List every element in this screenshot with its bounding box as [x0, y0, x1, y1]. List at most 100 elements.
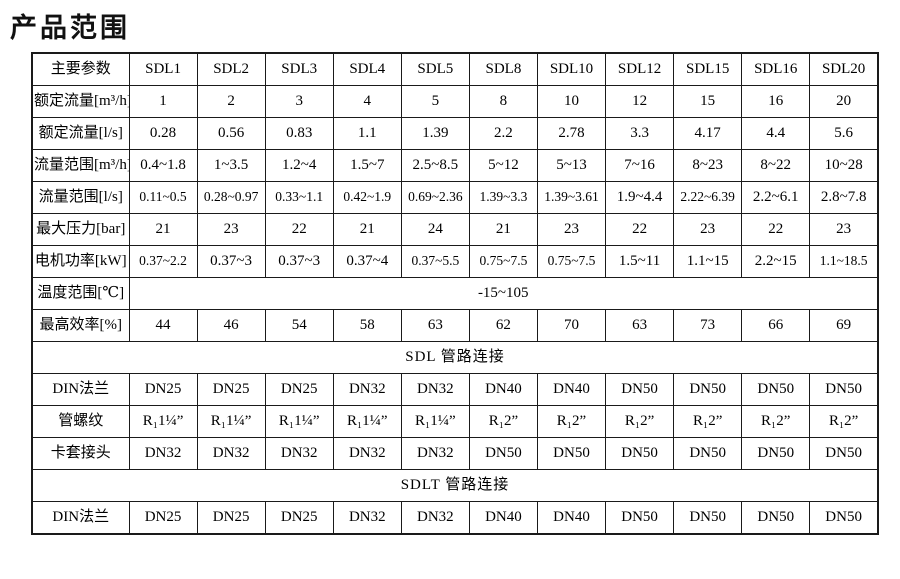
model-header-cell: SDL1: [128, 52, 198, 86]
value-cell: R₁2”: [741, 405, 811, 438]
section-title-cell: SDLT 管路连接: [31, 469, 879, 502]
value-cell: 0.28: [128, 117, 198, 150]
value-cell: 2: [196, 85, 266, 118]
value-cell: 0.37~4: [332, 245, 402, 278]
value-cell: 63: [400, 309, 470, 342]
value-cell: 0.42~1.9: [332, 181, 402, 214]
value-cell: 2.2~15: [741, 245, 811, 278]
value-cell: DN50: [673, 501, 743, 535]
product-spec-table: 主要参数 SDL1 SDL2 SDL3 SDL4 SDL5 SDL8 SDL10 SDL12 SD…: [31, 52, 879, 535]
value-cell: DN32: [196, 437, 266, 470]
value-cell: 2.2~6.1: [741, 181, 811, 214]
param-header-cell: 主要参数: [31, 52, 130, 86]
value-cell: 1.1: [332, 117, 402, 150]
value-cell: 23: [196, 213, 266, 246]
value-cell: R₁2”: [673, 405, 743, 438]
row-label-cell: 卡套接头: [31, 437, 130, 470]
value-cell: 0.75~7.5: [536, 245, 607, 278]
row-label-cell: 流量范围[m³/h]: [31, 149, 130, 182]
value-cell: 2.78: [536, 117, 607, 150]
value-cell: 62: [468, 309, 538, 342]
row-label-cell: 最大压力[bar]: [31, 213, 130, 246]
model-header-cell: SDL4: [332, 52, 402, 86]
value-cell: DN50: [741, 373, 811, 406]
value-cell: DN40: [468, 501, 538, 535]
value-cell: 66: [741, 309, 811, 342]
value-cell: 1.1~18.5: [809, 245, 879, 278]
value-cell: 1~3.5: [196, 149, 266, 182]
value-cell: 10~28: [809, 149, 879, 182]
value-cell: DN40: [536, 373, 607, 406]
table-row: 最大压力[bar] 21 23 22 21 24 21 23 22 23 22 23: [31, 213, 879, 246]
row-label-cell: DIN法兰: [31, 501, 130, 535]
model-header-cell: SDL5: [400, 52, 470, 86]
value-cell: DN32: [400, 373, 470, 406]
value-cell: 1.39~3.61: [536, 181, 607, 214]
value-cell: 1.1~15: [673, 245, 743, 278]
row-label-cell: 温度范围[℃]: [31, 277, 130, 310]
value-cell: DN32: [400, 437, 470, 470]
model-header-cell: SDL10: [536, 52, 607, 86]
value-cell: DN32: [332, 373, 402, 406]
row-label-cell: DIN法兰: [31, 373, 130, 406]
value-cell: 22: [605, 213, 675, 246]
value-cell: 3: [264, 85, 334, 118]
value-cell: 4.17: [673, 117, 743, 150]
value-cell: DN50: [741, 501, 811, 535]
value-cell: 5.6: [809, 117, 879, 150]
value-cell: DN50: [536, 437, 607, 470]
model-header-cell: SDL15: [673, 52, 743, 86]
value-cell: 0.37~5.5: [400, 245, 470, 278]
value-cell: 4.4: [741, 117, 811, 150]
value-cell: 7~16: [605, 149, 675, 182]
value-cell: 1.9~4.4: [605, 181, 675, 214]
table-row: 额定流量[l/s] 0.28 0.56 0.83 1.1 1.39 2.2 2.78 3.3 4.…: [31, 117, 879, 150]
merged-value-cell: -15~105: [128, 277, 879, 310]
value-cell: 20: [809, 85, 879, 118]
value-cell: 16: [741, 85, 811, 118]
table-row: DIN法兰 DN25 DN25 DN25 DN32 DN32 DN40 DN40 DN50 DN5…: [31, 501, 879, 535]
value-cell: 23: [809, 213, 879, 246]
value-cell: DN50: [809, 373, 879, 406]
value-cell: 69: [809, 309, 879, 342]
value-cell: 4: [332, 85, 402, 118]
value-cell: DN40: [536, 501, 607, 535]
row-label-cell: 额定流量[m³/h]: [31, 85, 130, 118]
table-header-row: 主要参数 SDL1 SDL2 SDL3 SDL4 SDL5 SDL8 SDL10 SDL12 SD…: [31, 52, 879, 86]
value-cell: R₁1¼”: [400, 405, 470, 438]
value-cell: DN32: [400, 501, 470, 535]
value-cell: DN50: [741, 437, 811, 470]
value-cell: 0.69~2.36: [400, 181, 470, 214]
value-cell: 0.11~0.5: [128, 181, 198, 214]
value-cell: R₁1¼”: [332, 405, 402, 438]
value-cell: 8: [468, 85, 538, 118]
value-cell: 5: [400, 85, 470, 118]
value-cell: 0.28~0.97: [196, 181, 266, 214]
value-cell: 10: [536, 85, 607, 118]
section-title-cell: SDL 管路连接: [31, 341, 879, 374]
value-cell: R₁2”: [536, 405, 607, 438]
value-cell: 1.2~4: [264, 149, 334, 182]
value-cell: 1.39: [400, 117, 470, 150]
value-cell: 0.56: [196, 117, 266, 150]
model-header-cell: SDL3: [264, 52, 334, 86]
table-row: 最高效率[%] 44 46 54 58 63 62 70 63 73 66 69: [31, 309, 879, 342]
spec-table-body: 主要参数 SDL1 SDL2 SDL3 SDL4 SDL5 SDL8 SDL10 SDL12 SD…: [31, 52, 879, 535]
value-cell: 54: [264, 309, 334, 342]
row-label-cell: 额定流量[l/s]: [31, 117, 130, 150]
table-row: 电机功率[kW] 0.37~2.2 0.37~3 0.37~3 0.37~4 0.37~5…: [31, 245, 879, 278]
value-cell: 2.2: [468, 117, 538, 150]
value-cell: DN50: [673, 437, 743, 470]
value-cell: R₁2”: [809, 405, 879, 438]
table-row: DIN法兰 DN25 DN25 DN25 DN32 DN32 DN40 DN40 DN50 DN5…: [31, 373, 879, 406]
value-cell: 63: [605, 309, 675, 342]
value-cell: 15: [673, 85, 743, 118]
value-cell: DN32: [332, 501, 402, 535]
model-header-cell: SDL2: [196, 52, 266, 86]
value-cell: 21: [332, 213, 402, 246]
value-cell: DN50: [468, 437, 538, 470]
value-cell: 5~13: [536, 149, 607, 182]
value-cell: R₁2”: [605, 405, 675, 438]
model-header-cell: SDL20: [809, 52, 879, 86]
value-cell: 46: [196, 309, 266, 342]
